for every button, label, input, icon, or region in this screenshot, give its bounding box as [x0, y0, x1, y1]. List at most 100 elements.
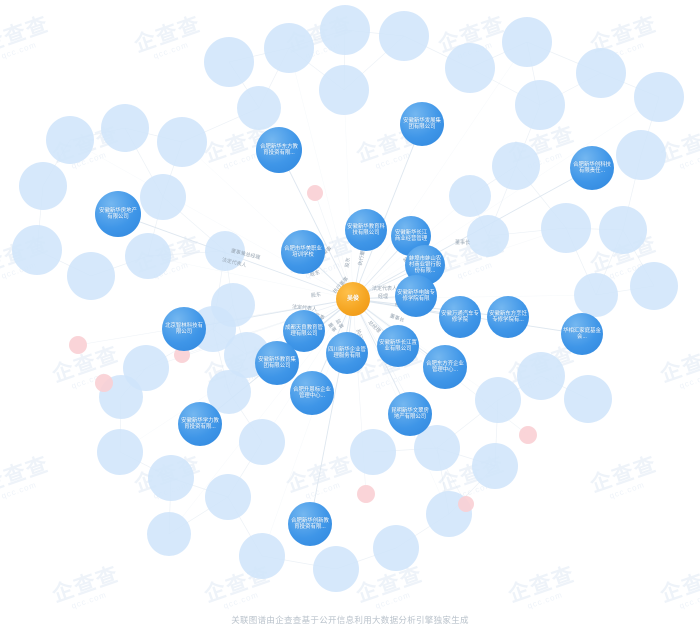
person-node[interactable]: [307, 185, 323, 201]
person-node[interactable]: [519, 426, 537, 444]
secondary-node[interactable]: [449, 175, 491, 217]
company-node-label: 蚌埠市蚌山农村商业银行股份有限...: [408, 255, 442, 275]
company-node-label: 昆明新华文翠房地产有限公司: [391, 407, 429, 420]
watermark-text: 企查查: [657, 342, 700, 387]
company-node[interactable]: 安徽新华电脑专修学院有限: [395, 275, 437, 317]
secondary-node[interactable]: [599, 206, 647, 254]
person-node[interactable]: [458, 496, 474, 512]
secondary-node[interactable]: [97, 429, 143, 475]
company-node[interactable]: 合肥新华创科技有限责任...: [570, 146, 614, 190]
secondary-node[interactable]: [239, 533, 285, 579]
company-node[interactable]: 昆明新华文翠房地产有限公司: [388, 392, 432, 436]
secondary-node[interactable]: [472, 443, 518, 489]
person-node[interactable]: [357, 485, 375, 503]
company-node-label: 安徽新华学力教育投资有限...: [181, 417, 219, 430]
secondary-node[interactable]: [237, 86, 281, 130]
secondary-node[interactable]: [157, 117, 207, 167]
secondary-node[interactable]: [350, 429, 396, 475]
company-node[interactable]: 安徽万通汽车专修学院: [439, 296, 481, 338]
secondary-node[interactable]: [320, 5, 370, 55]
secondary-node[interactable]: [205, 231, 245, 271]
secondary-node[interactable]: [211, 283, 255, 327]
secondary-node[interactable]: [125, 233, 171, 279]
center-node-label: 吴俊: [346, 295, 359, 302]
company-node-label: 安徽万通汽车专修学院: [441, 310, 479, 323]
secondary-node[interactable]: [12, 225, 62, 275]
secondary-node[interactable]: [616, 130, 666, 180]
secondary-node[interactable]: [492, 142, 540, 190]
secondary-node[interactable]: [147, 512, 191, 556]
secondary-node[interactable]: [264, 23, 314, 73]
company-node[interactable]: 安徽新华房地产有限公司: [95, 191, 141, 237]
secondary-node[interactable]: [101, 104, 149, 152]
secondary-node[interactable]: [19, 162, 67, 210]
secondary-node[interactable]: [204, 37, 254, 87]
watermark-subtext: qcc.com: [456, 260, 494, 281]
company-node-label: 安徽新华房地产有限公司: [99, 207, 137, 220]
company-node[interactable]: 华相汇家庭基金会...: [561, 313, 603, 355]
company-node-label: 安徽新华发展集团有限公司: [403, 117, 441, 130]
secondary-node[interactable]: [67, 252, 115, 300]
secondary-node[interactable]: [467, 215, 509, 257]
secondary-node[interactable]: [502, 17, 552, 67]
edge-label: 总经理: [366, 319, 382, 335]
secondary-node[interactable]: [564, 375, 612, 423]
secondary-node[interactable]: [373, 525, 419, 571]
company-node-label: 合肥东方齐企业管理中心...: [426, 360, 464, 373]
secondary-node[interactable]: [148, 455, 194, 501]
secondary-node[interactable]: [634, 72, 684, 122]
secondary-node[interactable]: [140, 174, 186, 220]
edge-label: 经理: [378, 294, 389, 300]
center-node[interactable]: 吴俊: [336, 282, 370, 316]
secondary-node[interactable]: [576, 48, 626, 98]
secondary-node[interactable]: [239, 419, 285, 465]
company-node-label: 合肥新华东方教育投资有限...: [260, 143, 298, 156]
company-node[interactable]: 合肥新华东方教育投资有限...: [256, 127, 302, 173]
company-node[interactable]: 四川新华企业管理服务有限: [326, 332, 368, 374]
company-node[interactable]: 安徽新华教育集团有限公司: [255, 341, 299, 385]
secondary-node[interactable]: [46, 116, 94, 164]
company-node[interactable]: 合肥东方齐企业管理中心...: [423, 345, 467, 389]
watermark-subtext: qcc.com: [222, 590, 260, 611]
secondary-node[interactable]: [475, 377, 521, 423]
watermark-text: 企查查: [0, 12, 53, 57]
watermark-text: 企查查: [283, 452, 357, 497]
company-node[interactable]: 合肥市华美职业培训学校: [281, 230, 325, 274]
watermark-text: 企查查: [587, 452, 661, 497]
company-node[interactable]: 安徽新华发展集团有限公司: [400, 102, 444, 146]
secondary-node[interactable]: [630, 262, 678, 310]
person-node[interactable]: [174, 347, 190, 363]
person-node[interactable]: [95, 374, 113, 392]
watermark-subtext: qcc.com: [678, 150, 700, 171]
company-node-label: 四川新华企业管理服务有限: [328, 346, 366, 359]
watermark-subtext: qcc.com: [374, 590, 412, 611]
secondary-node[interactable]: [313, 546, 359, 592]
secondary-node[interactable]: [205, 474, 251, 520]
secondary-node[interactable]: [515, 80, 565, 130]
watermark-subtext: qcc.com: [678, 590, 700, 611]
secondary-node[interactable]: [517, 352, 565, 400]
person-node[interactable]: [69, 336, 87, 354]
watermark-text: 企查查: [505, 562, 579, 607]
company-node[interactable]: 合肥新华创新教育投资有限...: [288, 502, 332, 546]
company-node[interactable]: 北京智林科技有限公司: [162, 307, 206, 351]
company-node[interactable]: 合肥升恩标企业管理中心...: [290, 371, 334, 415]
secondary-node[interactable]: [445, 43, 495, 93]
company-node-label: 安徽新华教育科技有限公司: [347, 223, 385, 236]
secondary-node[interactable]: [319, 65, 369, 115]
company-node[interactable]: 安徽新东方烹饪专修学院有...: [487, 296, 529, 338]
secondary-node[interactable]: [541, 203, 591, 253]
secondary-node[interactable]: [574, 273, 618, 317]
company-node-label: 成都天良教育管理有限公司: [285, 324, 323, 337]
watermark-subtext: qcc.com: [526, 590, 564, 611]
company-node[interactable]: 安徽新华学力教育投资有限...: [178, 402, 222, 446]
company-node[interactable]: 安徽新华教育科技有限公司: [345, 209, 387, 251]
edge: [352, 294, 597, 300]
company-node[interactable]: 安徽新华长江置业有限公司: [377, 325, 419, 367]
footer-note: 关联图谱由企查查基于公开信息利用大数据分析引擎独家生成: [231, 615, 469, 625]
secondary-node[interactable]: [379, 11, 429, 61]
